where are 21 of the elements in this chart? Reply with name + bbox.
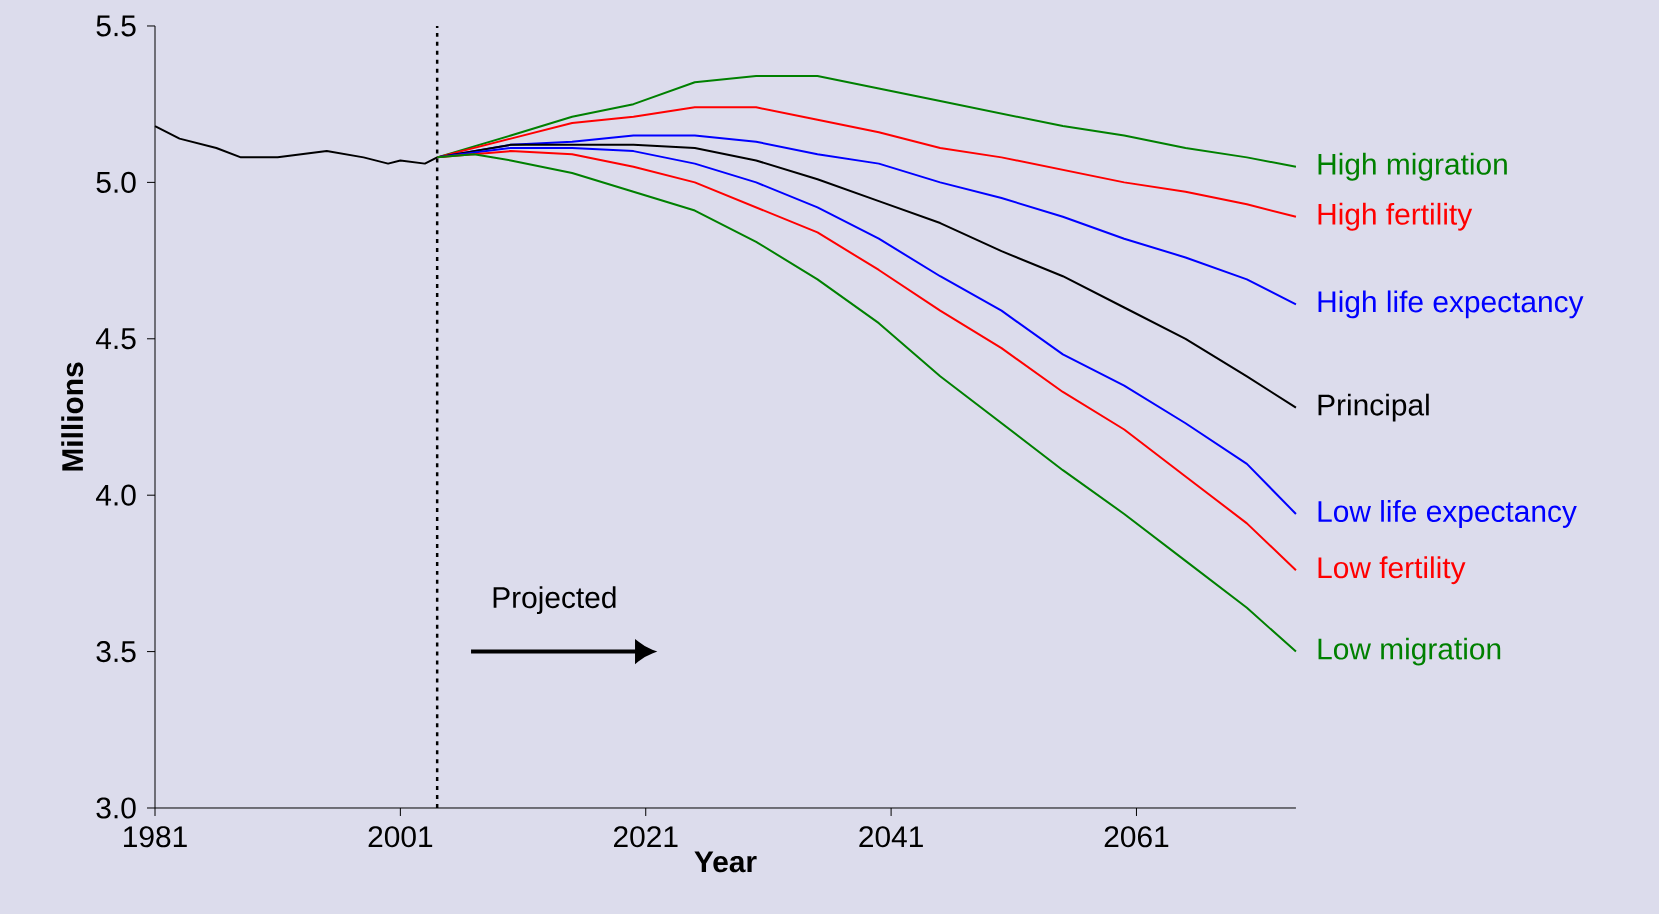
y-tick-label: 5.5 <box>96 15 136 37</box>
x-tick-label: 2061 <box>1104 826 1169 848</box>
series-label: Low fertility <box>1318 556 1466 585</box>
y-tick-label: 4.0 <box>95 484 136 506</box>
x-tick-label: 1981 <box>124 826 187 848</box>
x-axis-title: Year <box>694 851 757 873</box>
series-label: Low life expectancy <box>1318 500 1577 528</box>
y-tick-label: 3.5 <box>96 641 136 663</box>
x-tick-label: 2041 <box>859 826 923 848</box>
series-label: High fertility <box>1318 202 1473 231</box>
y-tick-label: 4.5 <box>95 328 136 350</box>
x-tick-label: 2021 <box>613 826 678 848</box>
series-label: High life expectancy <box>1318 290 1584 319</box>
annotation: Projected <box>493 586 616 615</box>
series-label: Principal <box>1318 393 1429 422</box>
y-tick-label: 3.0 <box>96 797 136 819</box>
series-label: High migration <box>1318 152 1507 181</box>
x-tick-label: 2001 <box>368 826 433 848</box>
y-tick-label: 5.0 <box>96 171 136 193</box>
series-label: Low migration <box>1318 637 1501 666</box>
y-axis-title: Millions <box>61 362 84 471</box>
